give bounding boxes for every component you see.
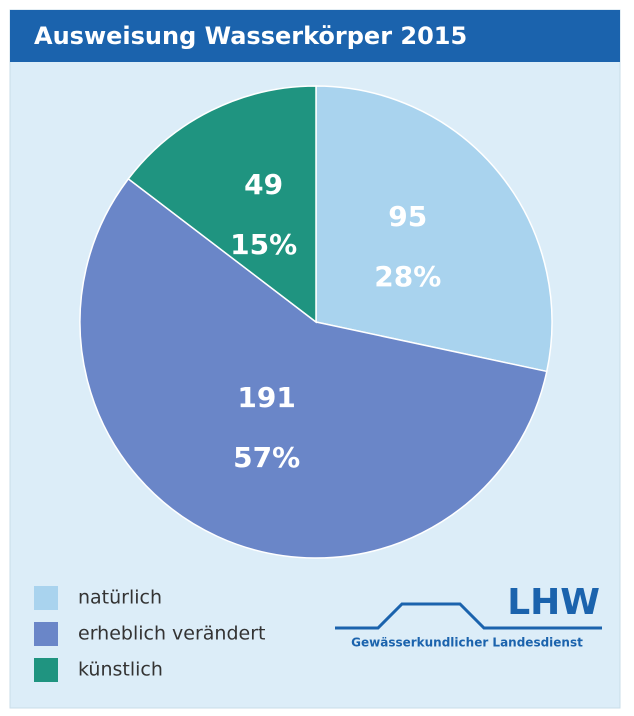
data-label: 49 xyxy=(244,168,283,201)
pie-slice xyxy=(127,85,317,324)
legend-swatch xyxy=(34,658,58,682)
pie-slice xyxy=(315,85,553,373)
data-label: 28% xyxy=(374,260,441,293)
logo-subtitle: Gewässerkundlicher Landesdienst xyxy=(351,636,583,650)
legend-swatch xyxy=(34,586,58,610)
legend-label: natürlich xyxy=(78,587,162,609)
legend-label: erheblich verändert xyxy=(78,623,266,645)
data-label: 191 xyxy=(237,381,295,414)
legend-label: künstlich xyxy=(78,659,163,681)
legend-swatch xyxy=(34,622,58,646)
data-label: 15% xyxy=(230,228,297,261)
logo: LHW Gewässerkundlicher Landesdienst xyxy=(335,582,602,650)
logo-name: LHW xyxy=(507,582,600,623)
pie-slice xyxy=(79,177,548,559)
data-label: 95 xyxy=(388,200,427,233)
title-bar xyxy=(10,10,620,62)
logo-line xyxy=(335,602,602,630)
data-label: 57% xyxy=(233,441,300,474)
chart-title: Ausweisung Wasserkörper 2015 xyxy=(34,22,467,50)
